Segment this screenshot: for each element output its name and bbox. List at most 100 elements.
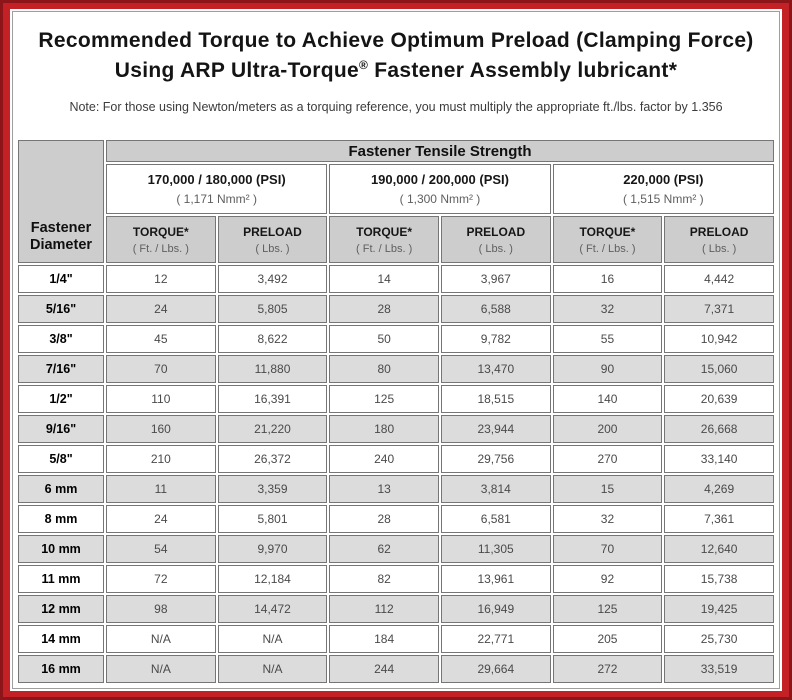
torque-value-cell: 160 — [106, 415, 216, 443]
torque-value-cell: 72 — [106, 565, 216, 593]
torque-value-cell: 180 — [329, 415, 439, 443]
preload-value-cell: 20,639 — [664, 385, 774, 413]
row-diameter: 6 mm — [18, 475, 104, 503]
row-diameter: 12 mm — [18, 595, 104, 623]
preload-value-cell: 26,372 — [217, 445, 328, 473]
row-diameter: 16 mm — [18, 655, 104, 683]
nmm-value: ( 1,300 Nmm² ) — [399, 192, 481, 206]
table-row: 1/4" 12 3,492 14 3,967 16 4,442 — [18, 265, 774, 293]
torque-unit: ( Ft. / Lbs. ) — [579, 242, 636, 255]
torque-value-cell: 112 — [329, 595, 439, 623]
title-line-2-suffix: Fastener Assembly lubricant* — [368, 59, 678, 82]
preload-value-cell: 13,470 — [440, 355, 551, 383]
torque-value-cell: 50 — [329, 325, 439, 353]
row-diameter: 14 mm — [18, 625, 104, 653]
torque-value-cell: N/A — [106, 655, 216, 683]
row-diameter: 8 mm — [18, 505, 104, 533]
preload-value-cell: 14,472 — [217, 595, 328, 623]
corner-header-line-2: Diameter — [29, 237, 93, 253]
torque-value-cell: 98 — [106, 595, 216, 623]
preload-value-cell: 12,184 — [217, 565, 328, 593]
preload-value-cell: 29,664 — [440, 655, 551, 683]
preload-value-cell: 5,805 — [217, 295, 328, 323]
torque-value-cell: 55 — [552, 325, 663, 353]
preload-value-cell: 22,771 — [440, 625, 551, 653]
torque-label: TORQUE* — [579, 224, 636, 239]
table-row: 14 mm N/A N/A 184 22,771 205 25,730 — [18, 625, 774, 653]
preload-value-cell: 4,442 — [664, 265, 774, 293]
nmm-value: ( 1,171 Nmm² ) — [176, 192, 257, 206]
psi-value: 220,000 (PSI) — [623, 172, 704, 187]
tensile-strength-row: Fastener Diameter Fastener Tensile Stren… — [18, 140, 774, 263]
column-header-row: TORQUE* ( Ft. / Lbs. ) PRELOAD ( Lbs. ) … — [18, 216, 774, 263]
tensile-strength-header: Fastener Tensile Strength — [106, 140, 774, 162]
table-row: 5/8" 210 26,372 240 29,756 270 33,140 — [18, 445, 774, 473]
torque-value-cell: 270 — [552, 445, 663, 473]
preload-value-cell: 3,814 — [440, 475, 551, 503]
torque-value-cell: 12 — [106, 265, 216, 293]
preload-value-cell: 11,305 — [440, 535, 551, 563]
preload-value-cell: 33,519 — [664, 655, 774, 683]
torque-label: TORQUE* — [132, 224, 189, 239]
row-diameter: 9/16" — [18, 415, 104, 443]
title-line-2: Using ARP Ultra-Torque® Fastener Assembl… — [15, 56, 777, 86]
torque-value-cell: 90 — [552, 355, 663, 383]
preload-unit: ( Lbs. ) — [478, 242, 513, 255]
row-diameter: 1/4" — [18, 265, 104, 293]
torque-column-header: TORQUE* ( Ft. / Lbs. ) — [552, 216, 663, 263]
torque-value-cell: 16 — [552, 265, 663, 293]
nmm-value: ( 1,515 Nmm² ) — [622, 192, 704, 206]
preload-value-cell: 15,060 — [664, 355, 774, 383]
preload-value-cell: 19,425 — [664, 595, 774, 623]
table-row: 3/8" 45 8,622 50 9,782 55 10,942 — [18, 325, 774, 353]
torque-value-cell: 80 — [329, 355, 439, 383]
psi-group-row: 170,000 / 180,000 (PSI) ( 1,171 Nmm² ) 1… — [18, 164, 774, 214]
table-row: 1/2" 110 16,391 125 18,515 140 20,639 — [18, 385, 774, 413]
torque-value-cell: 82 — [329, 565, 439, 593]
torque-value-cell: 32 — [552, 505, 663, 533]
preload-value-cell: 3,359 — [217, 475, 328, 503]
preload-value-cell: 9,782 — [440, 325, 551, 353]
torque-value-cell: N/A — [106, 625, 216, 653]
preload-value-cell: 21,220 — [217, 415, 328, 443]
preload-value-cell: 5,801 — [217, 505, 328, 533]
torque-column-header: TORQUE* ( Ft. / Lbs. ) — [106, 216, 216, 263]
preload-value-cell: 16,391 — [217, 385, 328, 413]
torque-value-cell: 205 — [552, 625, 663, 653]
torque-value-cell: 70 — [106, 355, 216, 383]
torque-value-cell: 125 — [552, 595, 663, 623]
preload-value-cell: 6,581 — [440, 505, 551, 533]
torque-value-cell: 140 — [552, 385, 663, 413]
row-diameter: 7/16" — [18, 355, 104, 383]
torque-label: TORQUE* — [356, 224, 413, 239]
preload-label: PRELOAD — [466, 224, 526, 239]
psi-value: 170,000 / 180,000 (PSI) — [147, 172, 286, 187]
preload-value-cell: 26,668 — [664, 415, 774, 443]
torque-value-cell: 200 — [552, 415, 663, 443]
torque-value-cell: 110 — [106, 385, 216, 413]
title-line-1: Recommended Torque to Achieve Optimum Pr… — [38, 29, 754, 52]
preload-value-cell: 6,588 — [440, 295, 551, 323]
preload-unit: ( Lbs. ) — [255, 242, 290, 255]
preload-value-cell: N/A — [217, 625, 328, 653]
torque-unit: ( Ft. / Lbs. ) — [356, 242, 413, 255]
preload-value-cell: 7,361 — [664, 505, 774, 533]
table-row: 7/16" 70 11,880 80 13,470 90 15,060 — [18, 355, 774, 383]
preload-value-cell: 33,140 — [664, 445, 774, 473]
preload-value-cell: 8,622 — [217, 325, 328, 353]
table-row: 8 mm 24 5,801 28 6,581 32 7,361 — [18, 505, 774, 533]
psi-group-header-220: 220,000 (PSI) ( 1,515 Nmm² ) — [552, 164, 774, 214]
torque-column-header: TORQUE* ( Ft. / Lbs. ) — [329, 216, 439, 263]
table-row: 11 mm 72 12,184 82 13,961 92 15,738 — [18, 565, 774, 593]
preload-value-cell: 16,949 — [440, 595, 551, 623]
corner-header-line-1: Fastener — [30, 220, 92, 236]
torque-value-cell: 125 — [329, 385, 439, 413]
table-row: 12 mm 98 14,472 112 16,949 125 19,425 — [18, 595, 774, 623]
table-row: 16 mm N/A N/A 244 29,664 272 33,519 — [18, 655, 774, 683]
registered-trademark-symbol: ® — [359, 58, 369, 72]
corner-header-fastener-diameter: Fastener Diameter — [18, 140, 104, 263]
psi-value: 190,000 / 200,000 (PSI) — [370, 172, 509, 187]
preload-value-cell: 29,756 — [440, 445, 551, 473]
torque-value-cell: 54 — [106, 535, 216, 563]
preload-value-cell: 3,967 — [440, 265, 551, 293]
